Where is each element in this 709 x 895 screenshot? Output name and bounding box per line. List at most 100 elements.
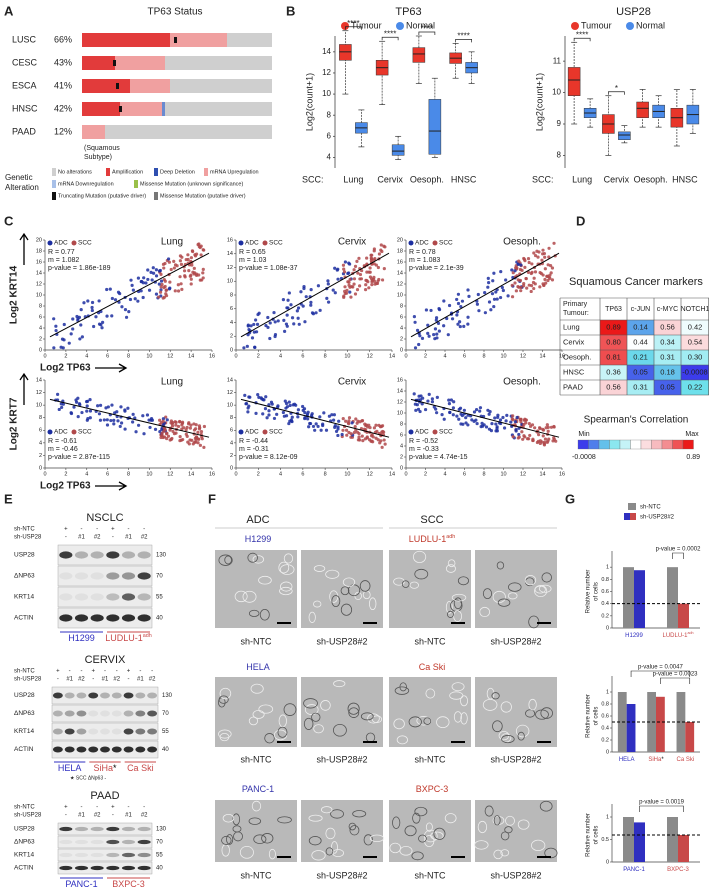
cell-shape	[226, 834, 234, 845]
band	[106, 852, 120, 858]
cell-shape	[259, 608, 270, 621]
scatter-point	[149, 416, 154, 421]
x-tick-label: 10	[146, 353, 152, 359]
y-tick-label: 0.2	[601, 737, 609, 743]
scale-title: Spearman's Correlation	[584, 415, 689, 426]
y-tick-label: 8	[557, 151, 562, 160]
lane-marker: #2	[141, 813, 148, 819]
y-tick-label: 12	[397, 399, 403, 405]
stat-text: R = 0.65	[239, 249, 266, 256]
x-tick-label: Cervix	[377, 174, 403, 184]
scatter-point	[268, 336, 272, 341]
x-axis-title: SCC:	[302, 174, 324, 184]
scatter-point	[267, 403, 271, 407]
y-tick-label: 6	[230, 306, 233, 312]
y-tick-label: 0.4	[601, 601, 609, 607]
chart-title: TP63	[395, 6, 421, 18]
table-cell: 0.30	[688, 352, 703, 361]
scatter-point	[158, 430, 162, 434]
shape	[82, 33, 170, 47]
scatter-point	[105, 287, 109, 292]
scatter-point	[108, 287, 112, 291]
x-tick-label: 4	[279, 471, 282, 477]
scatter-point	[492, 271, 496, 275]
band	[106, 551, 120, 559]
scatter-point	[447, 398, 451, 402]
cell-shape	[430, 831, 444, 841]
scatter-point	[164, 432, 169, 436]
scatter-point	[529, 271, 533, 276]
scatter-point	[372, 275, 376, 279]
legend-item: SCC	[439, 240, 453, 247]
scatter-point	[427, 334, 431, 338]
band	[106, 826, 120, 832]
y-tick-label: 4	[230, 440, 233, 446]
lane-marker: -	[65, 813, 67, 819]
scatter-point	[194, 273, 199, 277]
scatter-point	[173, 263, 178, 267]
cell-line-name: SiHa	[648, 757, 662, 763]
scatter-point	[377, 252, 382, 256]
cell-shape	[248, 609, 260, 617]
legend-swatch	[408, 240, 414, 246]
scatter-point	[309, 288, 313, 292]
scatter-point	[370, 439, 374, 443]
scatter-point	[201, 276, 205, 280]
scatter-point	[519, 263, 523, 267]
cell-shape	[540, 707, 553, 719]
scatter-point	[372, 279, 377, 283]
y-tick-label: 12	[397, 281, 403, 287]
scatter-point	[54, 328, 58, 333]
scatter-point	[331, 418, 336, 422]
scatter-point	[272, 310, 276, 315]
arrow	[19, 372, 29, 405]
panel-label: E	[4, 491, 13, 506]
scatter-point	[197, 427, 202, 431]
scatter-point	[69, 411, 74, 416]
scatter-point	[498, 295, 503, 300]
scatter-point	[459, 412, 463, 416]
table-cell: PAAD	[563, 382, 583, 391]
scatter-point	[314, 422, 318, 426]
scatter-point	[170, 436, 174, 441]
band	[90, 865, 104, 871]
cell-shape	[409, 581, 419, 589]
scatter-point	[546, 439, 550, 443]
lane-marker: -	[139, 669, 141, 675]
panel-label: A	[4, 3, 14, 18]
row-label: sh-USP28	[14, 535, 42, 541]
row-percent: 42%	[54, 103, 72, 113]
table-cell: 0.34	[660, 337, 675, 346]
table-header: c-JUN	[631, 306, 650, 313]
mark: *	[661, 757, 664, 763]
cell-shape	[331, 841, 338, 854]
lane-marker: -	[96, 805, 98, 811]
scatter-point	[282, 318, 286, 322]
scatter-point	[305, 412, 310, 416]
scatter-point	[372, 426, 377, 430]
scatter-point	[496, 413, 500, 417]
cell-shape	[369, 834, 385, 843]
protein-label: USP28	[14, 552, 35, 559]
row-label: sh-NTC	[14, 805, 35, 811]
scatter-point	[540, 258, 544, 262]
shape	[120, 102, 162, 116]
scatter-point	[141, 295, 145, 300]
shape	[215, 800, 297, 862]
scatter-point	[382, 267, 386, 271]
scatter-point	[192, 266, 196, 270]
scatter-point	[180, 255, 184, 259]
scatter-point	[172, 266, 176, 270]
y-axis-title: Relative number	[586, 813, 592, 857]
scatter-point	[500, 285, 504, 290]
band	[121, 593, 136, 601]
scatter-point	[167, 260, 171, 264]
scatter-point	[183, 275, 187, 279]
scatter-point	[123, 408, 127, 412]
y-tick-label: 12	[36, 390, 42, 396]
box	[618, 131, 631, 140]
trend-line	[410, 398, 560, 438]
scatter-point	[311, 424, 316, 429]
band	[106, 572, 120, 580]
